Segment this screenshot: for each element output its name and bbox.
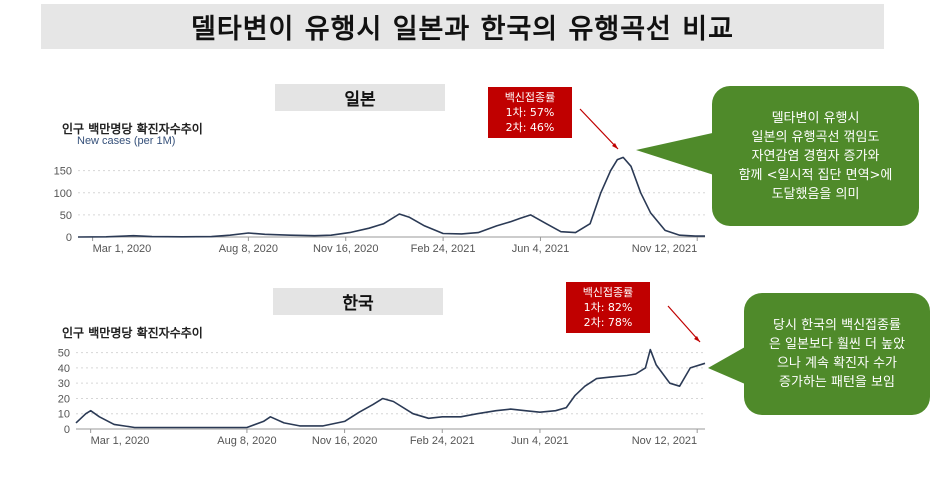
korea-vaccine-box: 백신접종률 1차: 82% 2차: 78% [566, 282, 650, 333]
japan-ytick-label: 100 [54, 188, 72, 200]
korea-vaccine-dose2: 2차: 78% [583, 316, 633, 329]
korea-chart: 0 10 20 30 40 50 Mar 1, 2020 Aug 8, 2020 Nov 16,… [58, 348, 706, 447]
japan-subtitle: New cases (per 1M) [77, 135, 176, 147]
korea-country-label: 한국 [273, 288, 443, 315]
korea-xtick-label: Nov 16, 2020 [312, 435, 377, 447]
japan-xtick-label: Jun 4, 2021 [512, 243, 570, 255]
korea-ytick-label: 10 [58, 409, 70, 421]
korea-xtick-label: Nov 12, 2021 [632, 435, 697, 447]
japan-series-line [77, 156, 705, 238]
japan-callout: 델타변이 유행시 일본의 유행곡선 꺾임도 자연감염 경험자 증가와 함께 <일… [712, 86, 919, 226]
japan-xtick-label: Aug 8, 2020 [219, 243, 278, 255]
korea-xtick-label: Mar 1, 2020 [91, 435, 150, 447]
japan-vaccine-box: 백신접종률 1차: 57% 2차: 46% [488, 87, 572, 138]
japan-country-label: 일본 [275, 84, 445, 111]
japan-vaccine-dose1: 1차: 57% [505, 106, 555, 119]
korea-xtick-label: Aug 8, 2020 [217, 435, 276, 447]
korea-ytick-label: 50 [58, 348, 70, 360]
korea-ytick-label: 0 [64, 424, 70, 436]
korea-ytick-label: 30 [58, 378, 70, 390]
japan-chart: 0 50 100 150 Mar 1, 2020 Aug 8, 2020 Nov 16, 2… [54, 156, 706, 255]
japan-ytick-label: 50 [60, 210, 72, 222]
korea-vaccine-pointer [667, 305, 701, 343]
japan-vaccine-dose2: 2차: 46% [505, 121, 555, 134]
japan-xtick-label: Nov 16, 2020 [313, 243, 378, 255]
korea-vaccine-dose1: 1차: 82% [583, 301, 633, 314]
korea-ylabel: 인구 백만명당 확진자수추이 [62, 326, 203, 340]
japan-vaccine-pointer [579, 108, 619, 150]
japan-xtick-label: Nov 12, 2021 [632, 243, 697, 255]
japan-vaccine-title: 백신접종률 [504, 91, 556, 104]
japan-xtick-label: Mar 1, 2020 [93, 243, 152, 255]
japan-callout-tail [636, 132, 717, 176]
japan-ytick-label: 0 [66, 232, 72, 244]
korea-vaccine-title: 백신접종률 [582, 286, 634, 299]
japan-vaccine-arrowhead [612, 143, 618, 149]
korea-ytick-label: 20 [58, 393, 70, 405]
korea-vaccine-arrowhead [694, 336, 700, 342]
korea-callout-tail [708, 343, 752, 387]
main-title: 델타변이 유행시 일본과 한국의 유행곡선 비교 [41, 4, 884, 49]
japan-ytick-label: 150 [54, 166, 72, 178]
korea-callout: 당시 한국의 백신접종률 은 일본보다 훨씬 더 높았 으나 계속 확진자 수가… [744, 293, 930, 415]
korea-ytick-label: 40 [58, 363, 70, 375]
korea-series-line [75, 348, 706, 429]
japan-xtick-label: Feb 24, 2021 [411, 243, 476, 255]
korea-xtick-label: Feb 24, 2021 [410, 435, 475, 447]
japan-ylabel: 인구 백만명당 확진자수추이 [62, 122, 203, 136]
korea-xtick-label: Jun 4, 2021 [511, 435, 569, 447]
